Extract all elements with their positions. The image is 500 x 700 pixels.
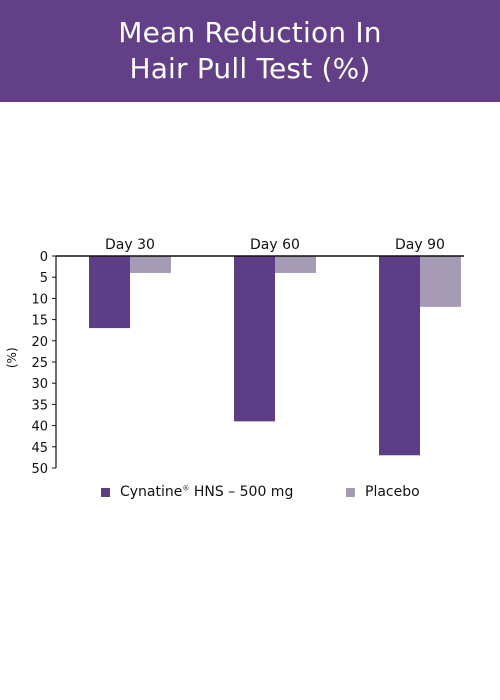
y-axis-title: (%) xyxy=(5,347,19,368)
legend-swatch-placebo xyxy=(346,487,355,497)
title-banner: Mean Reduction In Hair Pull Test (%) xyxy=(0,0,500,102)
chart-legend: Cynatine® HNS – 500 mg Placebo xyxy=(0,484,500,508)
y-tick-label-20: 20 xyxy=(31,335,48,350)
y-tick-label-15: 15 xyxy=(31,314,48,329)
y-tick-label-5: 5 xyxy=(40,271,48,286)
bar-cynatine-day-90 xyxy=(379,256,420,456)
legend-label-cynatine: Cynatine® HNS – 500 mg xyxy=(120,484,293,500)
category-label-day-90: Day 90 xyxy=(395,237,445,253)
legend-item-cynatine: Cynatine® HNS – 500 mg xyxy=(101,484,293,500)
category-label-day-60: Day 60 xyxy=(250,237,300,253)
bar-placebo-day-60 xyxy=(275,256,316,273)
legend-label-cynatine-dose: HNS – 500 mg xyxy=(189,484,294,500)
legend-label-placebo: Placebo xyxy=(365,484,420,500)
bar-chart: Day 30 Day 60 Day 90 0 5 10 15 20 25 30 35 40 45 50 (%… xyxy=(5,237,464,477)
legend-item-placebo: Placebo xyxy=(346,484,420,500)
y-tick-label-40: 40 xyxy=(31,420,48,435)
bar-cynatine-day-60 xyxy=(234,256,275,422)
y-tick-label-0: 0 xyxy=(40,250,48,265)
y-tick-label-45: 45 xyxy=(31,441,48,456)
y-tick-label-35: 35 xyxy=(31,398,48,413)
y-tick-label-30: 30 xyxy=(31,377,48,392)
registered-mark: ® xyxy=(182,484,190,493)
y-tick-label-50: 50 xyxy=(31,462,48,477)
bar-placebo-day-90 xyxy=(420,256,461,307)
y-tick-label-10: 10 xyxy=(31,292,48,307)
y-tick-label-25: 25 xyxy=(31,356,48,371)
bar-cynatine-day-30 xyxy=(89,256,130,329)
legend-label-cynatine-name: Cynatine xyxy=(120,484,183,500)
bar-placebo-day-30 xyxy=(130,256,171,273)
chart-title-line-2: Hair Pull Test (%) xyxy=(129,52,371,85)
legend-swatch-cynatine xyxy=(101,487,110,497)
chart-title-line-1: Mean Reduction In xyxy=(118,16,382,49)
category-label-day-30: Day 30 xyxy=(105,237,155,253)
